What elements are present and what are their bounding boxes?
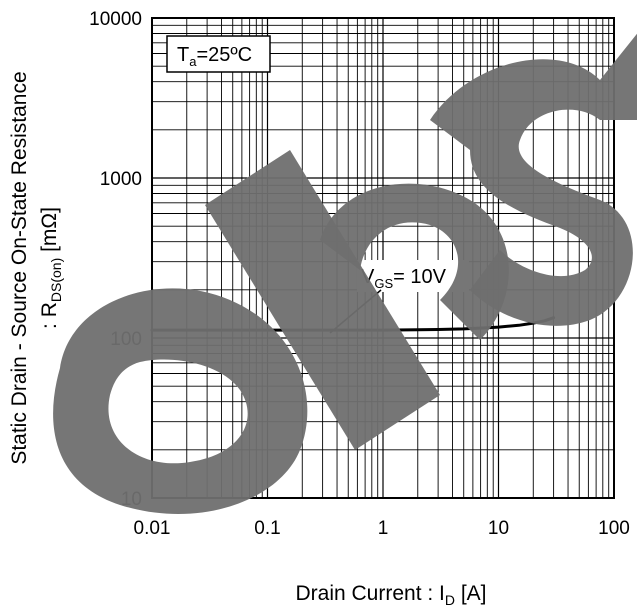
series-line: [150, 316, 556, 332]
y-tick-label: 1000: [100, 169, 142, 190]
series-label: VGS= 10V: [361, 266, 447, 291]
x-tick-label: 0.1: [254, 518, 280, 539]
y-axis-title: Static Drain - Source On-State Resistanc…: [8, 71, 64, 464]
x-tick-label: 1: [378, 518, 389, 539]
x-tick-label: 10: [488, 518, 509, 539]
x-tick-label: 100: [598, 518, 630, 539]
y-axis-title-line1: Static Drain - Source On-State Resistanc…: [8, 71, 31, 464]
y-axis-title-line2: : RDS(on) [mΩ]: [38, 207, 64, 329]
condition-label: Ta=25ºC: [177, 44, 252, 69]
series-layer: [150, 316, 556, 332]
x-axis-title: Drain Current : ID [A]: [295, 582, 486, 608]
watermark: obs: [53, 33, 637, 514]
y-tick-label: 10000: [89, 9, 142, 30]
series-annotation: VGS= 10V: [329, 260, 469, 334]
x-tick-label: 0.01: [134, 518, 171, 539]
condition-box: Ta=25ºC: [166, 35, 271, 73]
x-tick-labels: 0.01 0.1 1 10 100: [134, 518, 630, 539]
